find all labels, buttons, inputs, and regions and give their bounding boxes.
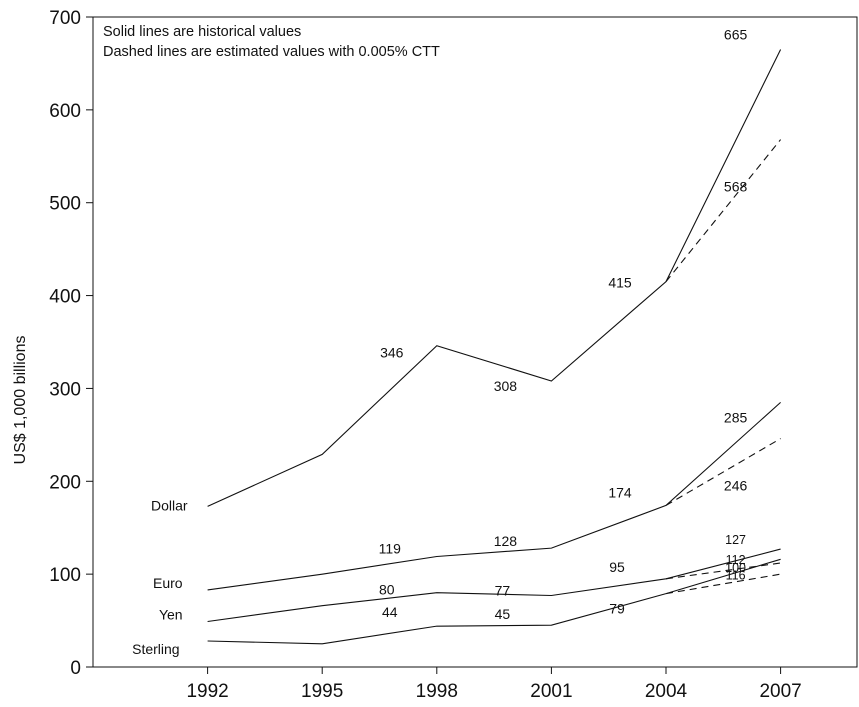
note-solid-lines: Solid lines are historical values [103, 24, 301, 40]
y-tick-label: 400 [49, 287, 81, 308]
series-name-label: Yen [159, 607, 183, 623]
x-tick-label: 1995 [301, 681, 343, 702]
data-label: 77 [495, 583, 511, 599]
data-label: 95 [609, 559, 625, 575]
estimate-label: 246 [724, 478, 748, 494]
x-tick-label: 2007 [759, 681, 801, 702]
y-tick-label: 0 [70, 658, 81, 679]
series-name-label: Euro [153, 575, 183, 591]
x-axis: 1992 1995 1998 2001 2004 2007 [186, 667, 802, 702]
data-label: 119 [379, 541, 402, 557]
x-tick-label: 2001 [530, 681, 572, 702]
data-label: 346 [380, 345, 404, 361]
series-line-euro [207, 401, 781, 591]
y-tick-label: 300 [49, 379, 81, 400]
estimate-label: 100 [725, 561, 746, 575]
y-axis: 0 100 200 300 400 500 600 700 [49, 8, 93, 679]
series-line-yen [207, 548, 781, 623]
data-label: 44 [382, 604, 398, 620]
data-label: 415 [608, 275, 632, 291]
series-layer: Dollar 346 308 415 665 Euro 119 128 174 285 Yen 80 7… [132, 27, 782, 657]
data-label: 80 [379, 582, 395, 598]
data-label: 285 [724, 409, 748, 425]
estimate-line-yen [665, 562, 781, 580]
y-tick-label: 700 [49, 8, 81, 29]
y-tick-label: 100 [49, 565, 81, 586]
series-name-label: Sterling [132, 641, 179, 657]
y-axis-title: US$ 1,000 billions [12, 336, 29, 465]
data-label: 128 [494, 533, 518, 549]
estimate-label: 112 [726, 553, 746, 567]
data-label: 174 [608, 484, 632, 500]
x-tick-label: 1992 [186, 681, 228, 702]
data-label: 45 [495, 606, 511, 622]
estimate-line-sterling [665, 573, 781, 595]
x-tick-label: 2004 [645, 681, 688, 702]
y-tick-label: 600 [49, 101, 81, 122]
data-label: 308 [494, 378, 518, 394]
data-label: 665 [724, 27, 748, 43]
series-line-sterling [207, 558, 781, 645]
note-dashed-lines: Dashed lines are estimated values with 0… [103, 44, 440, 60]
estimate-label: 568 [724, 179, 748, 195]
plot-frame [92, 16, 858, 668]
x-tick-label: 1998 [416, 681, 458, 702]
data-label: 127 [725, 533, 746, 547]
estimate-line-dollar [665, 139, 782, 282]
data-label: 116 [726, 568, 746, 582]
y-tick-label: 200 [49, 472, 81, 493]
series-name-label: Dollar [151, 497, 188, 513]
y-tick-label: 500 [49, 194, 81, 215]
data-label: 79 [609, 601, 625, 617]
estimate-line-euro [665, 438, 781, 506]
series-line-dollar [207, 49, 782, 507]
